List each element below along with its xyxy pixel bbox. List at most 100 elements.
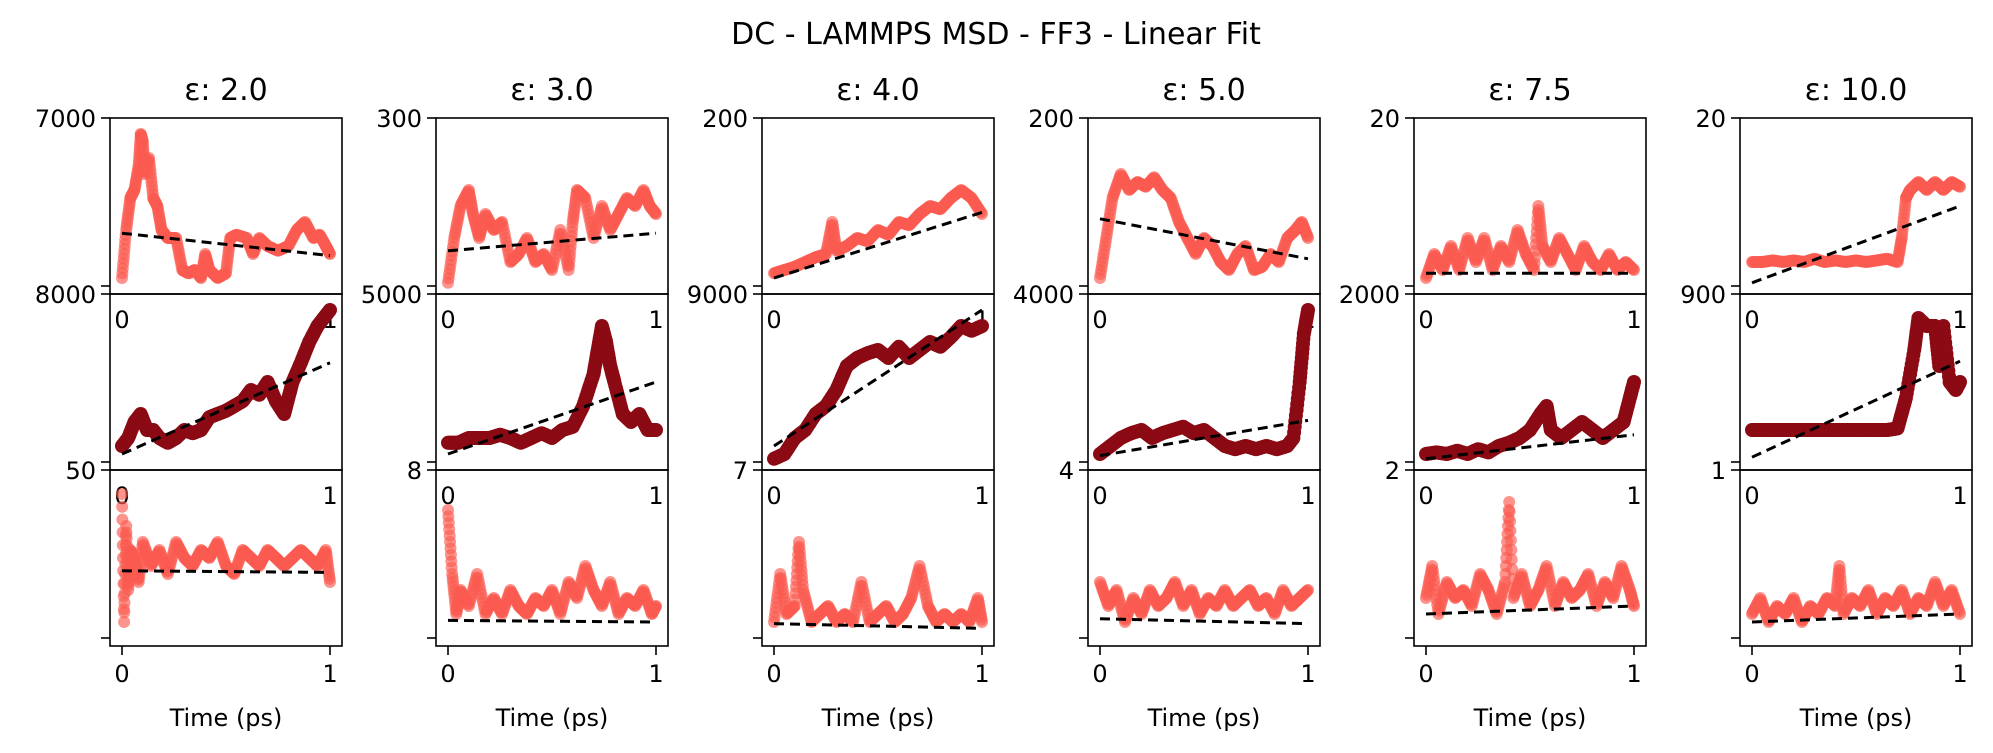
- subplot-row-1: 4000 0 1: [1013, 281, 1321, 510]
- x-tick-label: 0: [1744, 660, 1759, 688]
- y-tick-label: 1: [1711, 457, 1726, 485]
- x-axis-label: Time (ps): [1473, 704, 1587, 732]
- y-tick-label: 7000: [35, 105, 96, 133]
- y-tick-label: 300: [376, 105, 422, 133]
- x-tick-label: 0: [440, 482, 455, 510]
- figure-title: DC - LAMMPS MSD - FF3 - Linear Fit: [731, 17, 1261, 52]
- fit-line: [1099, 217, 1309, 261]
- fit-line: [121, 569, 331, 574]
- scatter-series: [1420, 200, 1640, 284]
- x-tick-label: 1: [1952, 482, 1967, 510]
- scatter-series: [768, 536, 988, 628]
- data-point: [650, 208, 662, 220]
- scatter-series: [115, 303, 337, 453]
- subplot-row-0: 700001: [35, 105, 343, 334]
- fit-line: [1425, 604, 1635, 616]
- panel-title: ε: 4.0: [836, 73, 920, 108]
- scatter-series: [1420, 496, 1640, 620]
- y-tick-label: 20: [1695, 105, 1726, 133]
- subplot-row-2: 50 0 1 Time (ps): [65, 457, 343, 732]
- data-point: [1627, 375, 1641, 389]
- x-tick-label: 0: [1418, 482, 1433, 510]
- y-tick-label: 5000: [361, 281, 422, 309]
- scatter-series: [442, 184, 662, 289]
- fit-line: [1099, 617, 1309, 626]
- axes-frame: [1413, 293, 1647, 471]
- x-tick-label: 0: [1744, 482, 1759, 510]
- y-tick-label: 50: [65, 457, 96, 485]
- x-tick-label: 0: [114, 306, 129, 334]
- x-tick-label: 0: [766, 306, 781, 334]
- fit-line: [1425, 433, 1635, 461]
- x-tick-label: 1: [648, 660, 663, 688]
- fit-line: [447, 618, 657, 624]
- y-tick-label: 9000: [687, 281, 748, 309]
- axes-frame: [761, 469, 995, 647]
- x-tick-label: 0: [114, 660, 129, 688]
- data-point: [1503, 505, 1516, 518]
- data-point: [1505, 544, 1518, 556]
- data-point: [1301, 303, 1315, 317]
- data-point: [976, 616, 988, 628]
- x-tick-label: 0: [1092, 306, 1107, 334]
- fit-line: [121, 361, 331, 456]
- data-point: [1505, 553, 1518, 566]
- subplot-row-0: 200 1: [1695, 105, 1973, 334]
- x-tick-label: 1: [1300, 482, 1315, 510]
- data-point: [118, 616, 131, 628]
- x-tick-label: 0: [766, 660, 781, 688]
- x-tick-label: 0: [1744, 306, 1759, 334]
- x-axis-label: Time (ps): [169, 704, 283, 732]
- y-tick-label: 4000: [1013, 281, 1074, 309]
- x-tick-label: 0: [440, 660, 455, 688]
- data-point: [1503, 496, 1516, 508]
- y-tick-label: 7: [733, 457, 748, 485]
- scatter-series: [1094, 168, 1314, 284]
- fit-line: [1751, 204, 1961, 285]
- scatter-series: [116, 128, 336, 284]
- data-point: [1954, 180, 1966, 193]
- data-point: [118, 606, 131, 619]
- fit-line: [773, 308, 983, 448]
- panel-title: ε: 2.0: [184, 73, 268, 108]
- y-tick-label: 4: [1059, 457, 1074, 485]
- data-point: [323, 303, 337, 317]
- data-point: [1302, 232, 1314, 244]
- x-tick-label: 1: [322, 660, 337, 688]
- x-tick-label: 1: [322, 482, 337, 510]
- axes-frame: [1413, 469, 1647, 647]
- data-point: [1504, 524, 1517, 537]
- x-tick-label: 1: [648, 482, 663, 510]
- panel-title: ε: 3.0: [510, 73, 594, 108]
- x-tick-label: 0: [766, 482, 781, 510]
- data-point: [116, 488, 128, 500]
- data-point: [976, 208, 988, 220]
- data-point: [1628, 264, 1640, 276]
- subplot-row-0: 20001: [702, 105, 995, 334]
- fit-line: [121, 231, 331, 258]
- data-point: [116, 500, 129, 513]
- subplot-row-0: 20001: [1028, 105, 1321, 334]
- subplot-row-1: 5000 0 1: [361, 281, 669, 510]
- y-tick-label: 8: [407, 457, 422, 485]
- panel-title: ε: 7.5: [1488, 73, 1572, 108]
- x-axis-label: Time (ps): [1147, 704, 1261, 732]
- x-tick-label: 0: [1418, 660, 1433, 688]
- axes-frame: [1739, 117, 1973, 295]
- data-point: [1504, 515, 1516, 528]
- x-tick-label: 1: [1300, 660, 1315, 688]
- x-tick-label: 1: [974, 482, 989, 510]
- fit-line: [773, 622, 983, 630]
- data-point: [324, 576, 336, 588]
- panels: ε: 2.07000018000015001Time (ps)ε: 3.0300…: [35, 73, 1973, 732]
- x-tick-label: 1: [1626, 660, 1641, 688]
- panel-title: ε: 5.0: [1162, 73, 1246, 108]
- y-tick-label: 2000: [1339, 281, 1400, 309]
